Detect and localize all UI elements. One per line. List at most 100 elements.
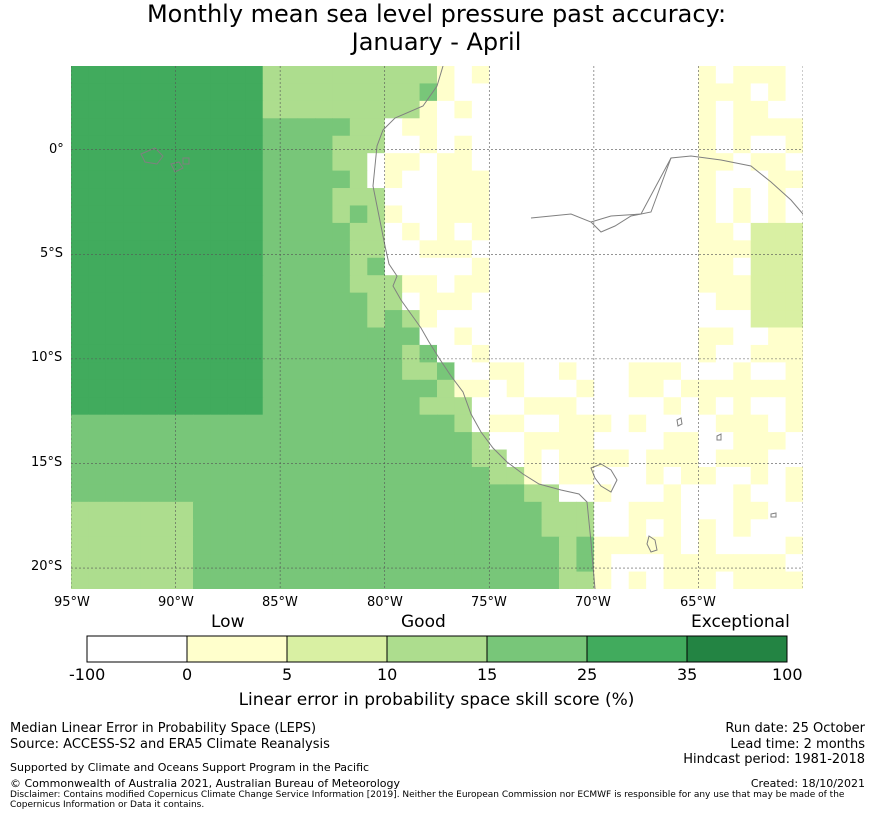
skill-cell — [628, 153, 647, 172]
skill-cell — [193, 327, 212, 346]
skill-cell — [541, 519, 560, 538]
skill-cell — [262, 327, 281, 346]
skill-cell — [593, 519, 612, 538]
skill-cell — [733, 414, 752, 433]
skill-cell — [140, 222, 159, 241]
skill-cell — [646, 292, 665, 311]
skill-cell — [158, 292, 177, 311]
skill-cell — [768, 135, 787, 154]
skill-cell — [367, 414, 386, 433]
skill-cell — [681, 449, 700, 468]
skill-cell — [628, 466, 647, 485]
skill-cell — [715, 240, 734, 259]
lat-label-20s: 20°S — [31, 559, 63, 574]
skill-cell — [158, 135, 177, 154]
skill-cell — [785, 536, 803, 555]
skill-cell — [332, 327, 351, 346]
skill-cell — [506, 327, 525, 346]
skill-cell — [315, 432, 334, 451]
skill-cell — [227, 118, 246, 137]
skill-cell — [489, 501, 508, 520]
skill-cell — [524, 414, 543, 433]
skill-cell — [210, 100, 229, 119]
skill-cell — [280, 100, 299, 119]
skill-cell — [280, 170, 299, 189]
skill-cell — [471, 275, 490, 294]
skill-cell — [402, 484, 421, 503]
skill-cell — [628, 414, 647, 433]
skill-cell — [332, 344, 351, 363]
skill-cell — [454, 501, 473, 520]
skill-cell — [402, 188, 421, 207]
skill-cell — [715, 554, 734, 573]
skill-cell — [123, 344, 142, 363]
skill-cell — [210, 257, 229, 276]
skill-cell — [524, 292, 543, 311]
skill-cell — [750, 519, 769, 538]
skill-cell — [611, 240, 630, 259]
skill-cell — [611, 66, 630, 85]
skill-cell — [593, 501, 612, 520]
skill-cell — [245, 466, 264, 485]
skill-cell — [88, 432, 107, 451]
skill-cell — [768, 205, 787, 224]
skill-cell — [785, 449, 803, 468]
skill-cell — [280, 414, 299, 433]
skill-cell — [663, 100, 682, 119]
skill-cell — [541, 100, 560, 119]
skill-cell — [437, 327, 456, 346]
skill-cell — [315, 519, 334, 538]
skill-cell — [559, 135, 578, 154]
skill-cell — [332, 66, 351, 85]
skill-cell — [349, 519, 368, 538]
skill-cell — [227, 414, 246, 433]
skill-cell — [750, 327, 769, 346]
skill-cell — [349, 170, 368, 189]
skill-cell — [506, 222, 525, 241]
skill-cell — [611, 414, 630, 433]
skill-cell — [646, 344, 665, 363]
skill-cell — [593, 310, 612, 329]
skill-cell — [663, 536, 682, 555]
skill-cell — [454, 362, 473, 381]
skill-cell — [158, 310, 177, 329]
skill-cell — [681, 257, 700, 276]
skill-cell — [559, 397, 578, 416]
skill-cell — [210, 205, 229, 224]
skill-cell — [175, 310, 194, 329]
skill-cell — [419, 205, 438, 224]
skill-cell — [245, 275, 264, 294]
skill-cell — [715, 205, 734, 224]
skill-cell — [367, 327, 386, 346]
skill-cell — [750, 571, 769, 589]
skill-cell — [88, 292, 107, 311]
skill-cell — [332, 432, 351, 451]
skill-cell — [437, 310, 456, 329]
skill-cell — [367, 310, 386, 329]
skill-cell — [297, 292, 316, 311]
skill-cell — [227, 466, 246, 485]
skill-cell — [175, 432, 194, 451]
skill-cell — [71, 484, 90, 503]
skill-cell — [489, 66, 508, 85]
skill-cell — [628, 188, 647, 207]
skill-cell — [733, 484, 752, 503]
skill-cell — [297, 414, 316, 433]
skill-cell — [437, 571, 456, 589]
skill-cell — [541, 327, 560, 346]
skill-cell — [750, 205, 769, 224]
skill-cell — [140, 188, 159, 207]
skill-cell — [140, 66, 159, 85]
colorbar-bin-2 — [186, 635, 288, 663]
skill-cell — [559, 83, 578, 102]
skill-cell — [419, 571, 438, 589]
skill-cell — [541, 554, 560, 573]
skill-cell — [646, 170, 665, 189]
skill-cell — [698, 554, 717, 573]
skill-cell — [349, 100, 368, 119]
skill-cell — [419, 310, 438, 329]
skill-cell — [454, 118, 473, 137]
lon-label-80w: 80°W — [367, 595, 403, 610]
skill-cell — [158, 222, 177, 241]
skill-cell — [437, 292, 456, 311]
